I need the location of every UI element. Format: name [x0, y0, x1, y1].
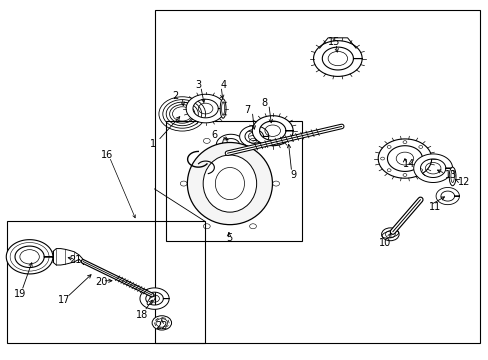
- Circle shape: [381, 228, 398, 241]
- Text: 17: 17: [58, 295, 71, 305]
- Text: 6: 6: [211, 130, 217, 140]
- Ellipse shape: [147, 296, 155, 305]
- Bar: [154, 10, 479, 342]
- Text: 3: 3: [195, 80, 201, 90]
- Text: 2: 2: [172, 91, 179, 101]
- Ellipse shape: [220, 99, 225, 118]
- Text: 4: 4: [220, 80, 226, 90]
- Polygon shape: [216, 134, 245, 156]
- Ellipse shape: [203, 155, 256, 212]
- Text: 18: 18: [136, 310, 148, 320]
- Ellipse shape: [448, 167, 455, 186]
- Text: 16: 16: [101, 150, 113, 160]
- Text: 22: 22: [155, 321, 168, 331]
- Text: 11: 11: [428, 202, 441, 212]
- Text: 8: 8: [261, 98, 267, 108]
- Polygon shape: [313, 41, 362, 76]
- Text: 10: 10: [379, 238, 391, 248]
- Bar: [165, 121, 301, 241]
- Polygon shape: [252, 116, 292, 146]
- Ellipse shape: [222, 138, 227, 152]
- Text: 14: 14: [402, 159, 414, 169]
- Text: 12: 12: [458, 177, 470, 187]
- Polygon shape: [6, 240, 53, 274]
- Text: 19: 19: [14, 289, 26, 299]
- Text: 15: 15: [327, 37, 340, 48]
- Polygon shape: [377, 139, 431, 178]
- Polygon shape: [140, 288, 169, 309]
- Polygon shape: [186, 94, 224, 123]
- Text: 9: 9: [289, 170, 296, 180]
- Text: 5: 5: [225, 233, 232, 243]
- Text: 1: 1: [150, 139, 156, 149]
- Text: 21: 21: [69, 255, 81, 265]
- Ellipse shape: [187, 143, 272, 225]
- Circle shape: [152, 316, 171, 330]
- Polygon shape: [239, 126, 268, 147]
- Bar: [7, 221, 204, 342]
- Text: 7: 7: [244, 105, 250, 115]
- Polygon shape: [435, 188, 458, 204]
- Polygon shape: [413, 154, 452, 183]
- Text: 13: 13: [445, 170, 457, 180]
- Text: 20: 20: [95, 277, 107, 287]
